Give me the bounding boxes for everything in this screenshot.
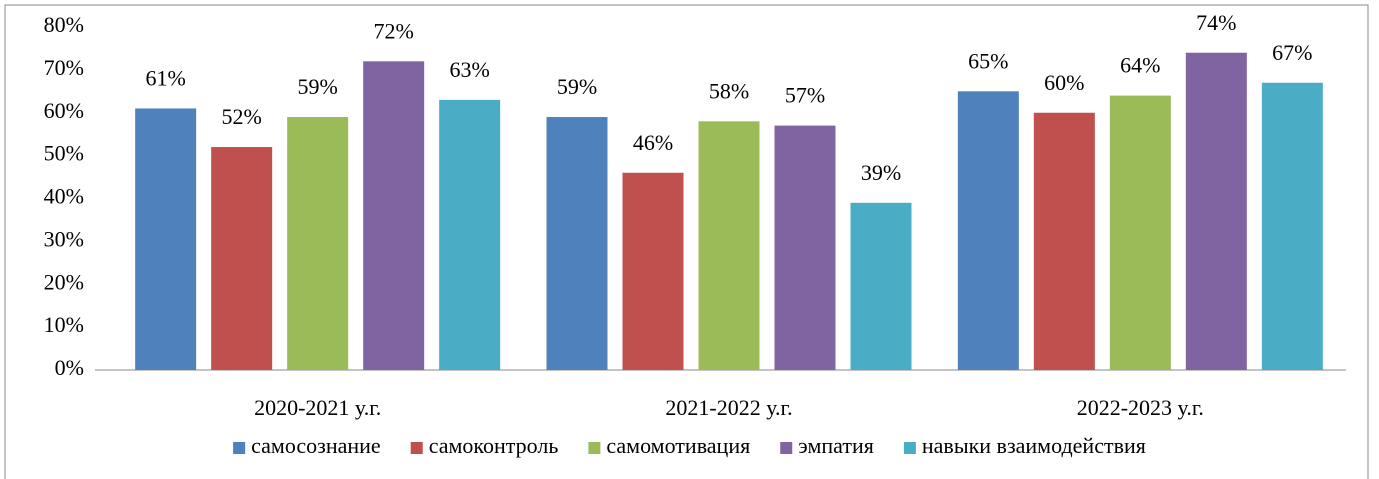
value-label: 64% xyxy=(1120,53,1160,78)
bar xyxy=(546,117,608,370)
bar xyxy=(774,125,836,370)
bar xyxy=(439,99,501,370)
bar xyxy=(850,202,912,370)
bar xyxy=(287,117,349,370)
y-tick-label: 0% xyxy=(55,355,84,380)
y-tick-label: 20% xyxy=(44,269,84,294)
y-tick-label: 80% xyxy=(44,12,84,37)
value-label: 65% xyxy=(968,48,1008,73)
x-tick-label: 2020-2021 у.г. xyxy=(254,395,381,420)
legend-label: самоконтроль xyxy=(429,433,559,458)
y-tick-label: 70% xyxy=(44,55,84,80)
legend-swatch xyxy=(588,442,601,454)
bar xyxy=(698,121,760,370)
bar xyxy=(211,147,273,370)
value-label: 67% xyxy=(1272,40,1312,65)
value-label: 63% xyxy=(450,57,490,82)
bar xyxy=(1109,95,1171,370)
value-label: 72% xyxy=(374,18,414,43)
legend-label: самосознание xyxy=(251,433,381,458)
value-label: 52% xyxy=(222,104,262,129)
value-label: 61% xyxy=(146,66,186,91)
legend-label: навыки взаимодействия xyxy=(922,433,1146,458)
bar xyxy=(1261,82,1323,371)
x-tick-label: 2021-2022 у.г. xyxy=(665,395,792,420)
legend-swatch xyxy=(233,442,246,454)
legend-swatch xyxy=(903,442,916,454)
y-tick-label: 30% xyxy=(44,226,84,251)
bar xyxy=(957,91,1019,370)
bar xyxy=(1033,112,1095,370)
value-label: 59% xyxy=(557,74,597,99)
value-label: 58% xyxy=(709,78,749,103)
y-tick-label: 40% xyxy=(44,184,84,209)
legend-label: самомотивация xyxy=(606,433,750,458)
y-tick-label: 60% xyxy=(44,98,84,123)
value-label: 60% xyxy=(1044,70,1084,95)
bar xyxy=(1185,52,1247,370)
value-label: 59% xyxy=(298,74,338,99)
legend-label: эмпатия xyxy=(798,433,874,458)
legend-swatch xyxy=(410,442,423,454)
y-tick-label: 10% xyxy=(44,312,84,337)
y-tick-label: 50% xyxy=(44,141,84,166)
x-tick-label: 2022-2023 у.г. xyxy=(1077,395,1204,420)
chart-frame xyxy=(4,4,1369,479)
bar xyxy=(363,61,425,371)
value-label: 46% xyxy=(633,130,673,155)
value-label: 39% xyxy=(861,160,901,185)
value-label: 74% xyxy=(1196,10,1236,35)
legend-swatch xyxy=(780,442,793,454)
bar xyxy=(622,172,684,370)
value-label: 57% xyxy=(785,83,825,108)
bar xyxy=(135,108,197,371)
